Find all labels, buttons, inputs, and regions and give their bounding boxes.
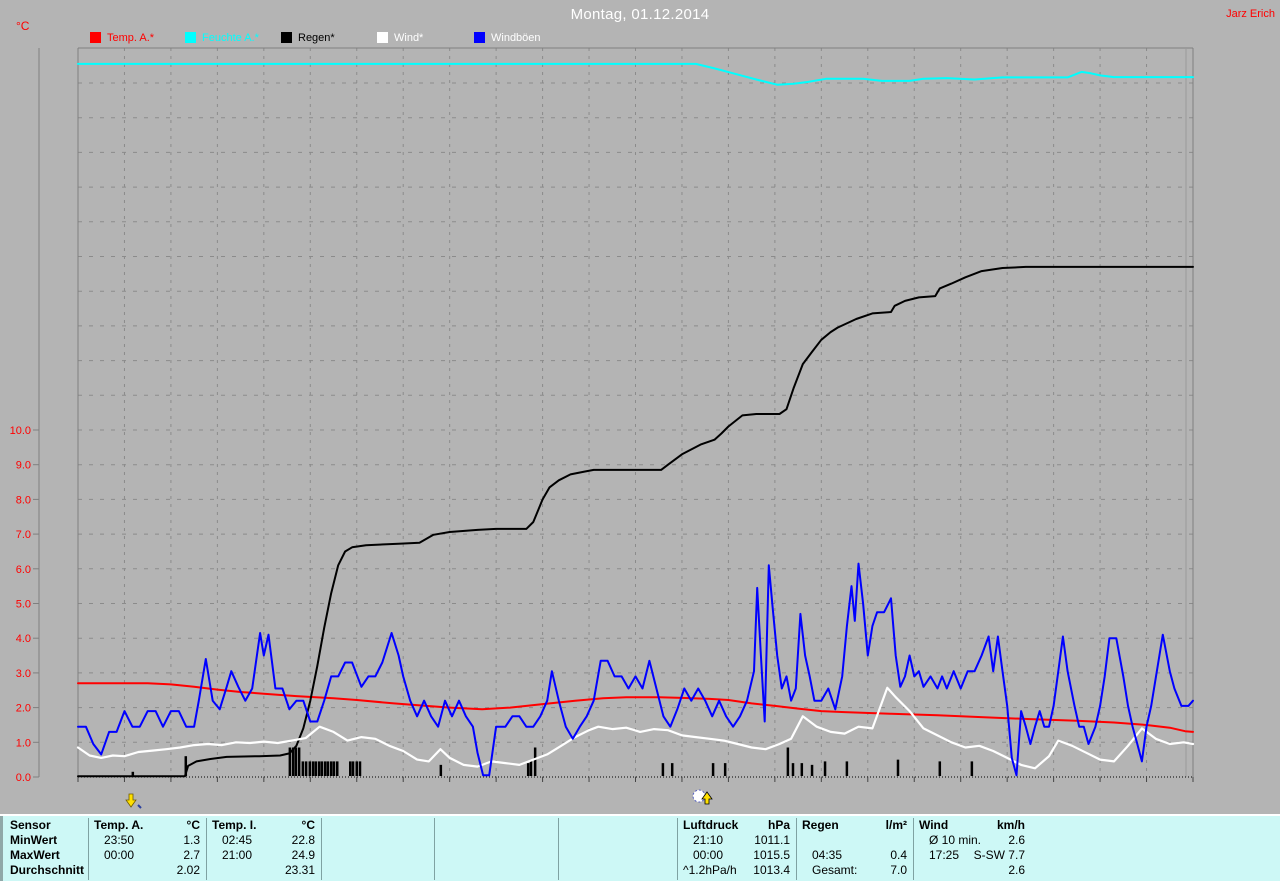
col-header: Luftdruck (683, 818, 739, 832)
col-unit: km/h (996, 818, 1025, 832)
col-unit: l/m² (885, 818, 907, 832)
total-label: Gesamt: (812, 863, 858, 877)
table-column-regen: Regen l/m² 04:35 0.4 Gesamt: 7.0 (796, 818, 913, 880)
row-label-maxwert: MaxWert (10, 848, 60, 862)
legend-label: Regen* (298, 31, 335, 44)
min-time: 21:10 (693, 833, 724, 847)
avg-value: 1013.4 (753, 863, 790, 877)
legend-item-rain: Regen* (281, 31, 335, 44)
table-column-luftdruck: Luftdruck hPa 21:10 1011.1 00:00 1015.5 ^1.… (677, 818, 796, 880)
legend-label: Wind* (394, 31, 424, 44)
table-divider (913, 818, 914, 880)
col-unit: °C (186, 818, 200, 832)
y-axis: 10.0 9.0 8.0 7.0 6.0 5.0 4.0 3.0 2.0 1.0 0.0 (10, 48, 40, 784)
col-header: Wind (919, 818, 949, 832)
humidity-swatch-icon (185, 32, 196, 43)
min-time: 23:50 (104, 833, 135, 847)
min-value: 22.8 (291, 833, 315, 847)
max-time: 00:00 (693, 848, 724, 862)
max-value: S-SW 7.7 (973, 848, 1025, 862)
legend-label: Windböen (491, 31, 541, 44)
max-value: 2.7 (183, 848, 200, 862)
legend-item-temp: Temp. A.* (90, 31, 154, 44)
moonset-marker (125, 793, 142, 809)
max-time: 17:25 (929, 848, 960, 862)
avg-value: 2.6 (1008, 863, 1025, 877)
row-label-minwert: MinWert (10, 833, 58, 847)
table-divider (88, 818, 89, 880)
rain-sum-line (77, 265, 1194, 778)
wind-swatch-icon (377, 32, 388, 43)
plot-border (77, 47, 1194, 782)
max-time: 00:00 (104, 848, 135, 862)
legend-item-gusts: Windböen (474, 31, 541, 44)
rain-rate-bars (131, 747, 974, 776)
y-tick-label: 8.0 (16, 494, 31, 506)
col-header: Regen (802, 818, 839, 832)
y-tick-label: 3.0 (16, 668, 31, 680)
table-divider (434, 818, 435, 880)
table-column-wind: Wind km/h Ø 10 min. 2.6 17:25 S-SW 7.7 2.6 (913, 818, 1031, 880)
trend: ^1.2hPa/h (683, 863, 737, 877)
table-divider (321, 818, 322, 880)
grid (78, 48, 1193, 777)
start-time: 04:35 (812, 848, 843, 862)
stats-table: Sensor MinWert MaxWert Durchschnitt Temp… (0, 814, 1280, 881)
table-divider (206, 818, 207, 880)
y-tick-label: 10.0 (10, 425, 31, 437)
table-column-temp-i: Temp. I. °C 02:45 22.8 21:00 24.9 23.31 (206, 818, 321, 880)
table-column-sensor: Sensor MinWert MaxWert Durchschnitt (4, 818, 88, 880)
col-header: Temp. I. (212, 818, 257, 832)
table-divider (558, 818, 559, 880)
wind-line (76, 686, 1195, 770)
min-value: 1011.1 (754, 833, 790, 847)
y-axis-unit-label: °C (16, 19, 30, 33)
table-divider (796, 818, 797, 880)
avg10-value: 2.6 (1008, 833, 1025, 847)
weather-chart: 10.0 9.0 8.0 7.0 6.0 5.0 4.0 3.0 2.0 1.0 0.0 (10, 47, 1195, 809)
max-value: 1015.5 (753, 848, 790, 862)
avg10-label: Ø 10 min. (929, 833, 982, 847)
table-column-temp-a: Temp. A. °C 23:50 1.3 00:00 2.7 2.02 (88, 818, 206, 880)
legend-label: Temp. A.* (107, 31, 155, 44)
y-tick-label: 1.0 (16, 737, 31, 749)
min-value: 1.3 (183, 833, 200, 847)
y-tick-label: 7.0 (16, 529, 31, 541)
station-owner: Jarz Erich (1226, 8, 1275, 20)
temp-swatch-icon (90, 32, 101, 43)
max-value: 24.9 (291, 848, 315, 862)
rain-swatch-icon (281, 32, 292, 43)
y-tick-label: 2.0 (16, 703, 31, 715)
col-unit: °C (301, 818, 315, 832)
col-unit: hPa (767, 818, 790, 832)
row-label-durchschnitt: Durchschnitt (10, 863, 85, 877)
page-title: Montag, 01.12.2014 (570, 6, 710, 23)
total-value: 7.0 (890, 863, 907, 877)
y-tick-label: 6.0 (16, 564, 31, 576)
moonrise-marker (692, 789, 713, 805)
col-header: Temp. A. (94, 818, 144, 832)
rain-value: 0.4 (890, 848, 907, 862)
table-divider (677, 818, 678, 880)
y-tick-label: 4.0 (16, 633, 31, 645)
humidity-line (77, 62, 1194, 86)
legend-label: Feuchte A.* (202, 31, 259, 44)
avg-value: 23.31 (284, 863, 315, 877)
avg-value: 2.02 (176, 863, 200, 877)
y-tick-label: 0.0 (16, 772, 31, 784)
legend-item-wind: Wind* (377, 31, 423, 44)
table-right-edge (0, 816, 3, 881)
max-time: 21:00 (222, 848, 253, 862)
legend-item-humidity: Feuchte A.* (185, 31, 259, 44)
y-tick-label: 9.0 (16, 460, 31, 472)
min-time: 02:45 (222, 833, 253, 847)
y-tick-label: 5.0 (16, 599, 31, 611)
gust-line (77, 562, 1194, 777)
table-header-sensor: Sensor (10, 818, 51, 832)
gusts-swatch-icon (474, 32, 485, 43)
